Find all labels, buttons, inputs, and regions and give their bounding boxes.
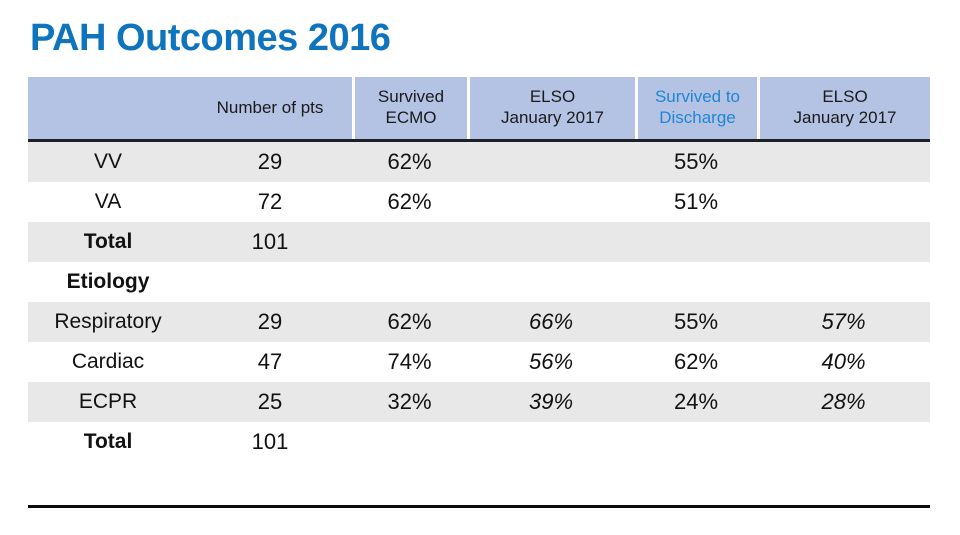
vv-label: VV xyxy=(93,150,122,173)
vv-elso-ecmo xyxy=(467,142,635,182)
cardiac-survived-discharge: 62% xyxy=(673,349,719,374)
total-etiology-number-of-pts: 101 xyxy=(251,429,289,454)
col-header-elso-january-2017-discharge: ELSO January 2017 xyxy=(757,77,930,139)
table-row-cardiac: Cardiac 47 74% 56% 62% 40% xyxy=(28,342,930,382)
vv-survived-ecmo: 62% xyxy=(387,149,432,174)
table-header-row: Number of pts Survived ECMO ELSO January… xyxy=(28,77,930,142)
total-mode-elso-ecmo xyxy=(467,222,635,262)
total-etiology-survived-discharge xyxy=(635,422,757,462)
total-mode-survived-discharge xyxy=(635,222,757,262)
va-number-of-pts: 72 xyxy=(257,189,283,214)
cardiac-number-of-pts: 47 xyxy=(257,349,283,374)
table-row-ecpr: ECPR 25 32% 39% 24% 28% xyxy=(28,382,930,422)
etiology-section-label: Etiology xyxy=(66,270,150,293)
total-etiology-elso-ecmo xyxy=(467,422,635,462)
total-etiology-elso-discharge xyxy=(757,422,930,462)
cardiac-elso-ecmo: 56% xyxy=(528,349,574,374)
col-header-number-of-pts: Number of pts xyxy=(216,97,324,117)
ecpr-survived-ecmo: 32% xyxy=(387,389,432,414)
va-elso-ecmo xyxy=(467,182,635,222)
total-mode-elso-discharge xyxy=(757,222,930,262)
col-header-empty xyxy=(28,77,188,139)
total-mode-survived-ecmo xyxy=(352,222,467,262)
total-mode-number-of-pts: 101 xyxy=(251,229,289,254)
vv-elso-discharge xyxy=(757,142,930,182)
cardiac-label: Cardiac xyxy=(71,350,145,373)
ecpr-elso-discharge: 28% xyxy=(821,389,866,414)
table-row-va: VA 72 62% 51% xyxy=(28,182,930,222)
col-header-survived-to-discharge: Survived to Discharge xyxy=(635,77,757,139)
va-survived-discharge: 51% xyxy=(673,189,719,214)
respiratory-elso-ecmo: 66% xyxy=(528,309,574,334)
vv-survived-discharge: 55% xyxy=(673,149,719,174)
table-row-vv: VV 29 62% 55% xyxy=(28,142,930,182)
ecpr-label: ECPR xyxy=(78,390,138,413)
total-etiology-survived-ecmo xyxy=(352,422,467,462)
cardiac-elso-discharge: 40% xyxy=(821,349,866,374)
va-label: VA xyxy=(94,190,122,213)
vv-number-of-pts: 29 xyxy=(257,149,283,174)
table-row-total-etiology: Total 101 xyxy=(28,422,930,462)
ecpr-survived-discharge: 24% xyxy=(673,389,719,414)
respiratory-survived-discharge: 55% xyxy=(673,309,719,334)
page-title: PAH Outcomes 2016 xyxy=(30,17,391,59)
col-header-elso-january-2017: ELSO January 2017 xyxy=(467,77,635,139)
respiratory-elso-discharge: 57% xyxy=(821,309,866,334)
table-row-total-mode: Total 101 xyxy=(28,222,930,262)
respiratory-number-of-pts: 29 xyxy=(257,309,283,334)
table-body: VV 29 62% 55% VA 72 62% 51% Total 101 xyxy=(28,142,930,462)
va-elso-discharge xyxy=(757,182,930,222)
table-row-respiratory: Respiratory 29 62% 66% 55% 57% xyxy=(28,302,930,342)
etiology-empty-elso-ecmo xyxy=(467,262,635,302)
table-row-etiology-header: Etiology xyxy=(28,262,930,302)
cardiac-survived-ecmo: 74% xyxy=(387,349,432,374)
col-header-survived-ecmo: Survived ECMO xyxy=(352,77,467,139)
etiology-empty-pts xyxy=(188,262,352,302)
ecpr-elso-ecmo: 39% xyxy=(528,389,574,414)
etiology-empty-ecmo xyxy=(352,262,467,302)
etiology-empty-elso-discharge xyxy=(757,262,930,302)
etiology-empty-discharge xyxy=(635,262,757,302)
bottom-divider-line xyxy=(28,505,930,508)
ecpr-number-of-pts: 25 xyxy=(257,389,283,414)
respiratory-survived-ecmo: 62% xyxy=(387,309,432,334)
va-survived-ecmo: 62% xyxy=(387,189,432,214)
respiratory-label: Respiratory xyxy=(54,310,162,333)
total-mode-label: Total xyxy=(83,230,133,253)
outcomes-table: Number of pts Survived ECMO ELSO January… xyxy=(28,77,930,462)
total-etiology-label: Total xyxy=(83,430,133,453)
